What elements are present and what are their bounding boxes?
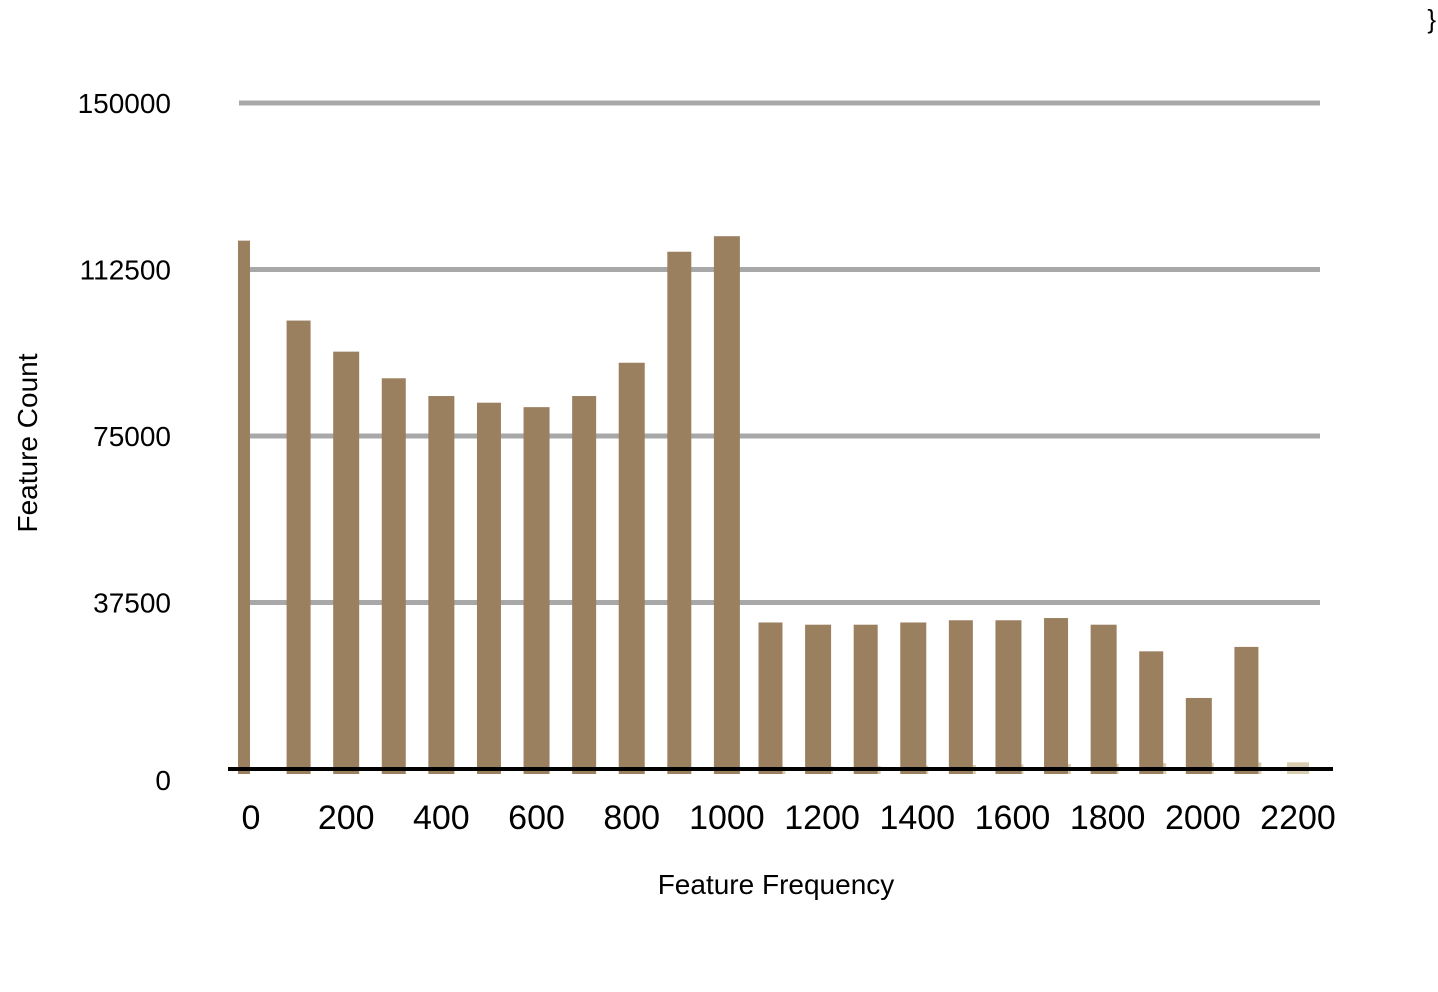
bar — [948, 620, 973, 774]
x-tick-labels: 0 200 400 600 800 1000 1200 1400 1600 1800 2000 220… — [242, 799, 1336, 837]
bar — [286, 320, 311, 774]
y-tick-label: 150000 — [78, 88, 171, 119]
x-tick-label: 800 — [603, 799, 660, 837]
x-tick-label: 2000 — [1165, 799, 1241, 837]
bar — [428, 396, 455, 774]
x-tick-label: 1800 — [1070, 799, 1146, 837]
bar — [667, 251, 692, 775]
bar — [572, 396, 597, 774]
x-tick-label: 0 — [242, 799, 261, 837]
bar — [618, 362, 645, 774]
bar — [476, 402, 501, 774]
bar — [853, 624, 878, 774]
x-tick-label: 1400 — [879, 799, 955, 837]
bar — [1044, 618, 1069, 774]
bar — [758, 622, 783, 774]
x-tick-label: 600 — [508, 799, 565, 837]
x-tick-label: 200 — [318, 799, 375, 837]
gridlines — [239, 100, 1320, 605]
x-tick-label: 2200 — [1260, 799, 1336, 837]
x-tick-label: 1200 — [784, 799, 860, 837]
bar — [1139, 651, 1164, 774]
bar — [523, 407, 550, 774]
bar — [1234, 646, 1259, 774]
bar — [995, 620, 1022, 774]
x-tick-label: 1000 — [689, 799, 765, 837]
bar — [1090, 624, 1117, 774]
y-tick-label: 37500 — [93, 588, 171, 619]
bar — [1185, 697, 1212, 774]
x-tick-label: 1600 — [975, 799, 1051, 837]
corner-glyph: } — [1427, 4, 1436, 34]
y-tick-label: 112500 — [80, 255, 171, 286]
y-tick-label: 75000 — [93, 421, 171, 452]
x-tick-label: 400 — [413, 799, 470, 837]
bar — [805, 624, 832, 774]
y-axis-title: Feature Count — [12, 353, 43, 532]
bar — [900, 622, 927, 774]
bar — [238, 240, 250, 774]
bar — [333, 351, 360, 774]
x-axis-title: Feature Frequency — [658, 869, 895, 900]
bar — [381, 378, 406, 774]
y-tick-label: 0 — [155, 765, 171, 796]
y-tick-labels: 0 37500 75000 112500 150000 — [78, 88, 171, 796]
main-series-bars — [238, 236, 1259, 775]
bar — [713, 236, 740, 774]
